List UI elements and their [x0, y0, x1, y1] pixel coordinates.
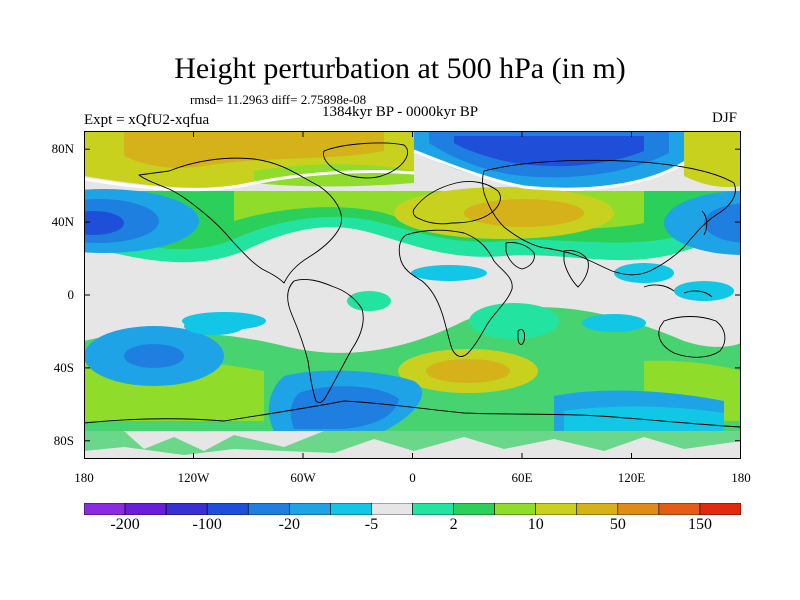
colorbar	[84, 503, 741, 515]
lat-tick-label: 40N	[51, 214, 74, 230]
antarctic-cyan	[564, 406, 724, 431]
plot-title: Height perturbation at 500 hPa (in m)	[174, 52, 626, 85]
north-america-outline	[138, 157, 342, 284]
japan-outline	[701, 210, 708, 236]
colorbar-swatch	[371, 503, 413, 515]
india-outline	[563, 250, 589, 288]
colorbar-swatch	[84, 503, 126, 515]
period-text: 1384kyr BP - 0000kyr BP	[322, 104, 479, 120]
indonesia-outline	[643, 284, 713, 298]
eurasia-arctic-low-core	[454, 136, 644, 167]
lon-tick-label: 120E	[617, 470, 646, 485]
colorbar-swatch	[453, 503, 495, 515]
season-label: DJF	[712, 110, 738, 126]
colorbar-swatch	[535, 503, 578, 515]
north-pacific-low-core	[84, 211, 124, 235]
colorbar-swatch	[330, 503, 372, 515]
siberia-high	[684, 131, 741, 188]
lon-tick-label: 60E	[511, 470, 533, 485]
australia-outline	[658, 316, 726, 358]
lon-tick-label: 0	[409, 470, 416, 485]
colorbar-swatch	[412, 503, 454, 515]
colorbar-label: -5	[364, 516, 379, 533]
lat-tick-label: 0	[67, 287, 75, 302]
experiment-label: Expt = xQfU2-xqfua	[84, 112, 210, 128]
nw-pacific-low-mid	[704, 203, 741, 243]
south-atlantic-high-core	[426, 359, 510, 383]
south-pacific-low-core	[124, 344, 184, 368]
zero-contour-north	[84, 169, 415, 192]
polar-green-south	[84, 431, 741, 455]
europe-outline	[412, 180, 501, 225]
colorbar-label: -200	[110, 516, 140, 533]
lat-tick-label: 80S	[53, 432, 74, 448]
nw-pacific-low	[664, 191, 741, 255]
tropic-patch-5	[582, 314, 646, 332]
tropic-green-patch-2	[347, 291, 391, 311]
tropic-patch-1	[182, 312, 266, 330]
south-america-outline	[287, 278, 364, 404]
tropic-patch-4	[674, 281, 734, 301]
colorbar-swatch	[494, 503, 536, 515]
lon-ticks	[84, 131, 741, 459]
colorbar-label: -20	[278, 516, 300, 533]
lon-tick-label: 180	[74, 470, 94, 485]
madagascar-outline	[517, 329, 525, 345]
colorbar-label: 150	[687, 516, 712, 533]
lon-tick-label: 180	[731, 470, 751, 485]
colorbar-swatch	[124, 503, 167, 515]
colorbar-swatch	[206, 503, 249, 515]
colorbar-swatch	[576, 503, 619, 515]
tropic-green-patch	[469, 303, 559, 339]
colorbar-swatch	[165, 503, 208, 515]
colorbar-label: -100	[192, 516, 222, 533]
lat-ticks	[84, 148, 741, 442]
greenland-outline	[323, 142, 409, 179]
zero-contour-eurasia	[413, 149, 685, 191]
antarctic-low-core	[290, 386, 399, 429]
colorbar-swatch	[247, 503, 290, 515]
height-perturbation-map	[84, 131, 741, 459]
lat-tick-label: 80N	[51, 141, 74, 157]
colorbar-label: 10	[527, 516, 544, 533]
africa-outline	[398, 229, 513, 357]
asia-outline	[482, 159, 736, 276]
lon-tick-label: 120W	[177, 470, 210, 485]
north-atlantic-high-core	[464, 199, 584, 227]
lon-tick-label: 60W	[290, 470, 316, 485]
arabia-outline	[505, 242, 535, 270]
colorbar-label: 2	[449, 516, 458, 533]
colorbar-swatch	[617, 503, 660, 515]
tropic-patch-2	[411, 265, 487, 281]
stats-text: rmsd= 11.2963 diff= 2.75898e-08	[190, 92, 367, 107]
colorbar-swatch	[289, 503, 331, 515]
lat-tick-label: 40S	[53, 359, 74, 375]
colorbar-swatch	[658, 503, 701, 515]
arctic-canada-high-core	[124, 131, 384, 168]
colorbar-swatch	[699, 503, 741, 515]
arctic-canada-green	[254, 164, 414, 187]
antarctica-outline	[84, 400, 741, 428]
coastlines	[84, 142, 741, 428]
colorbar-label: 50	[609, 516, 626, 533]
